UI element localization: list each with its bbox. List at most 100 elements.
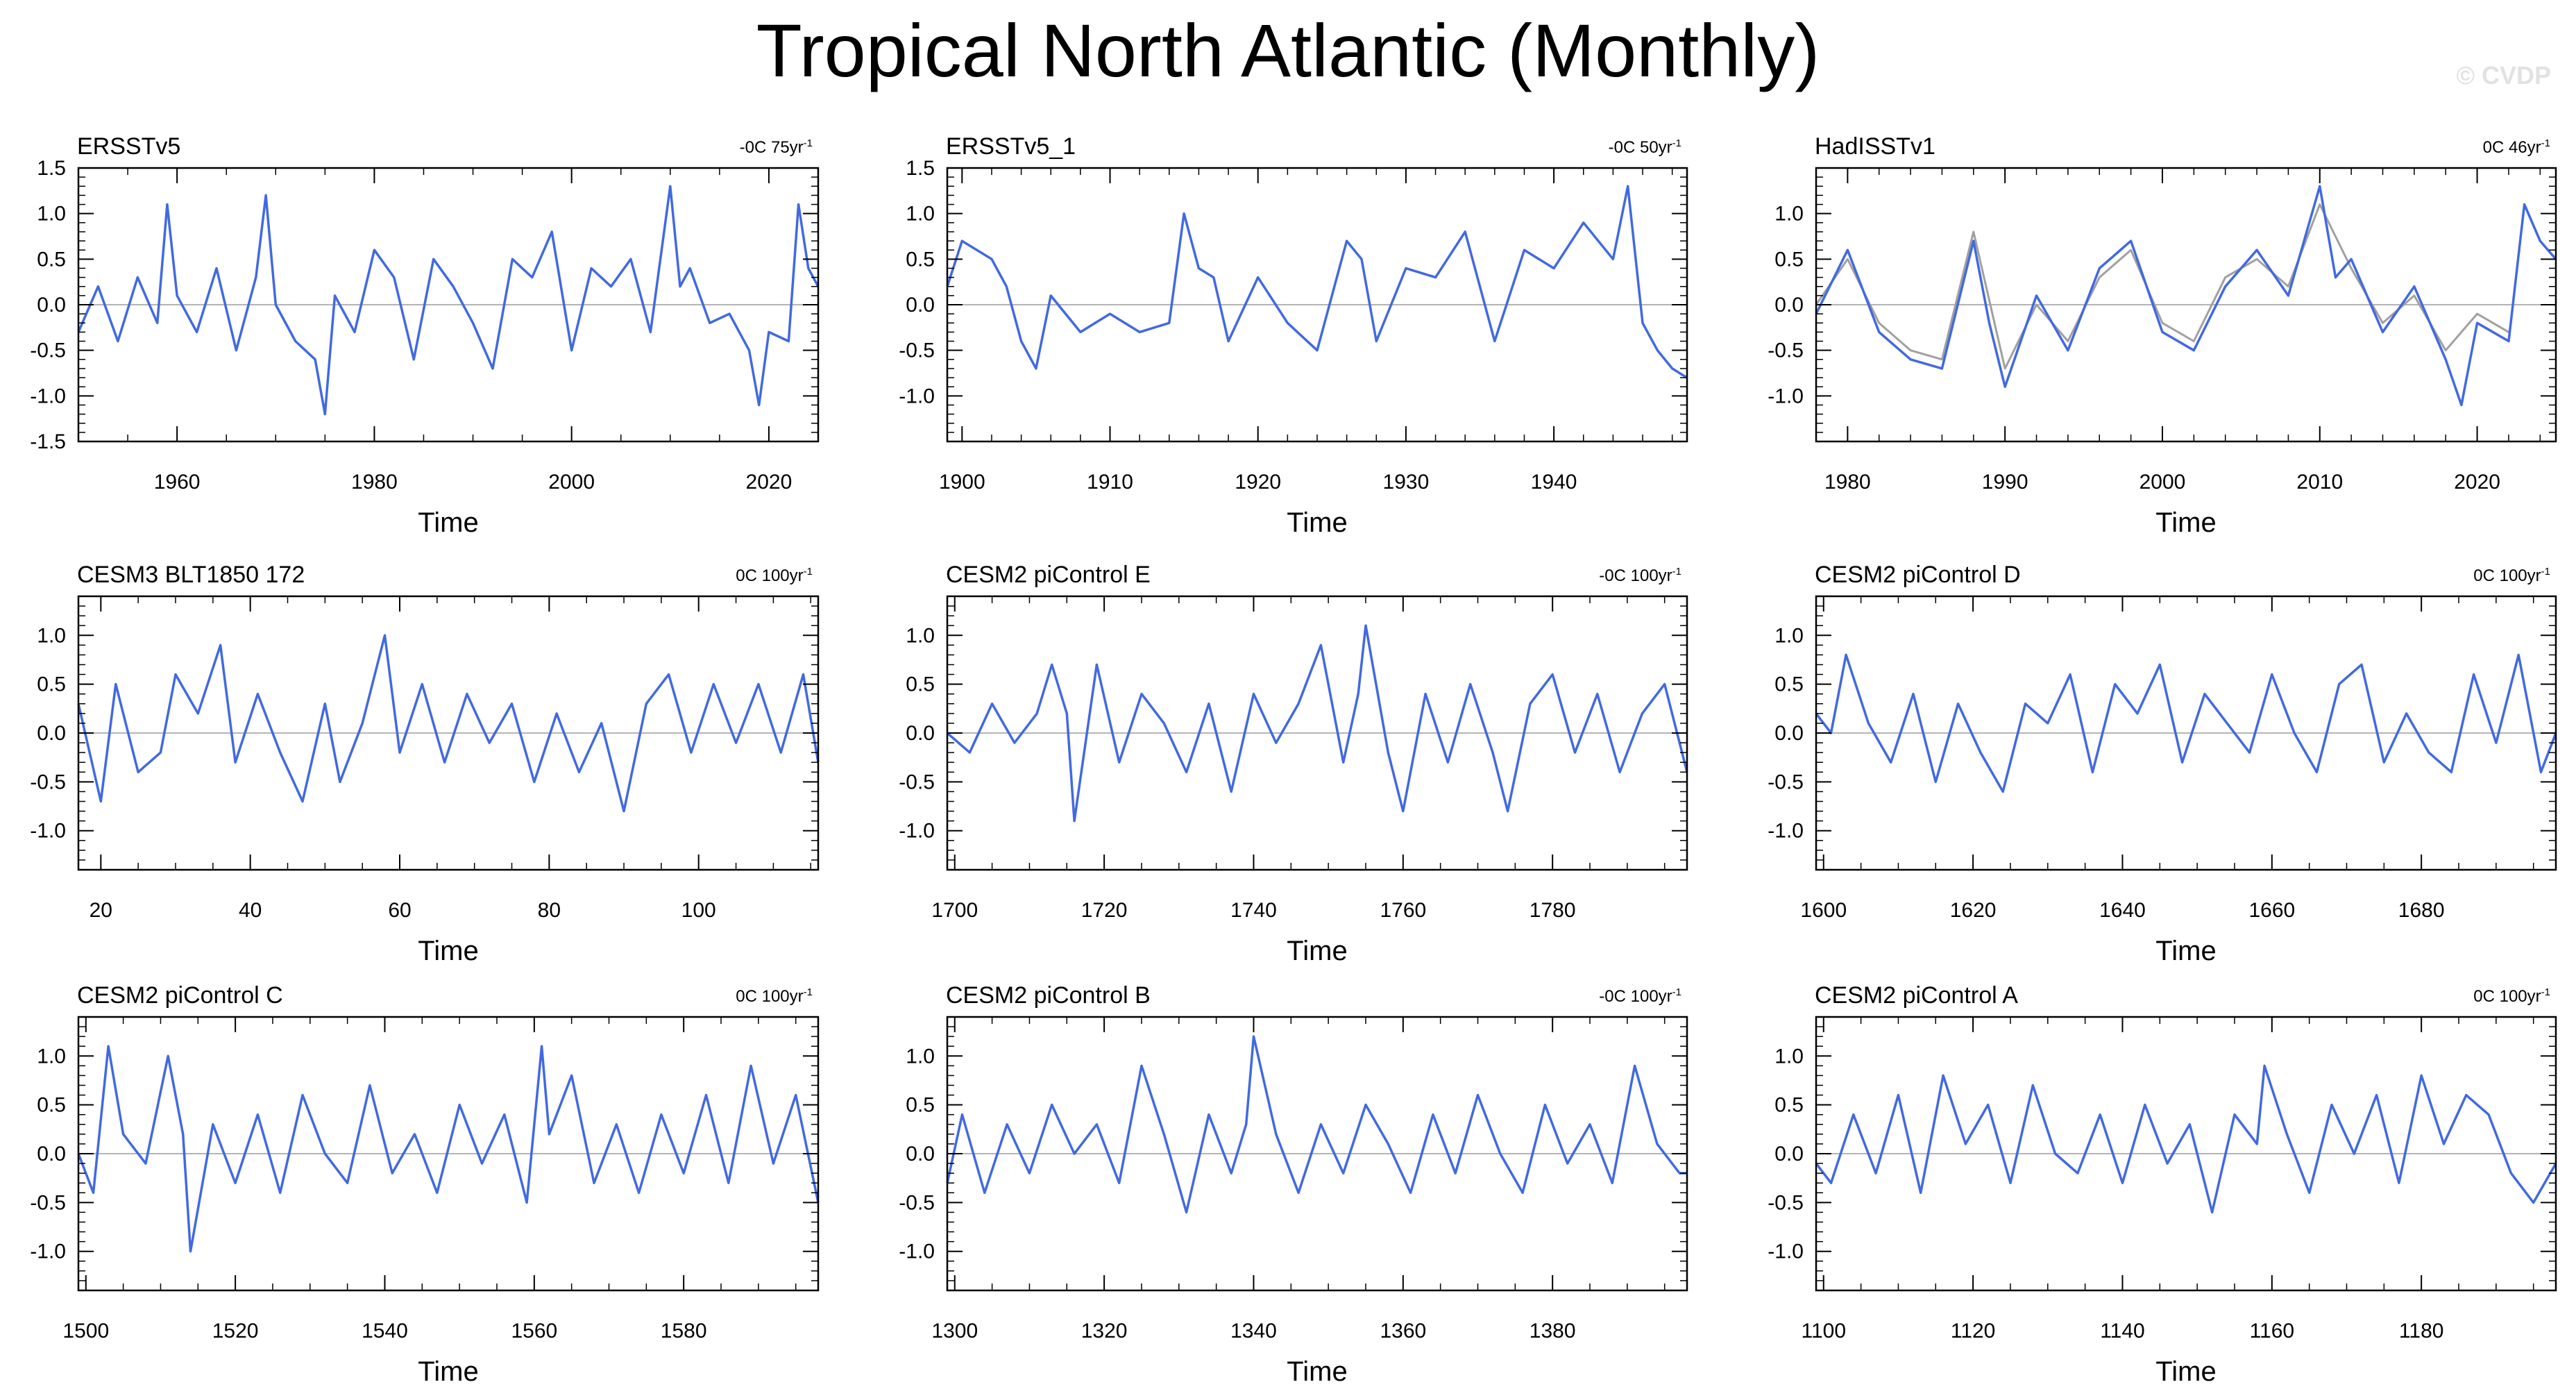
trend-label: -0C 50yr-1 [1609,137,1681,157]
x-tick-label: 1990 [1982,471,2028,494]
trend-exponent: -1 [2541,566,2550,578]
x-tick-label: 1980 [351,471,398,494]
y-tick-label: 0.5 [37,248,66,271]
y-tick-label: -0.5 [899,1191,935,1214]
y-tick-label: 0.0 [1774,722,1804,745]
x-tick-label: 100 [681,899,716,922]
x-tick-label: 2020 [746,471,793,494]
panel-6: 1500 1520 1540 1560 1580 -1.0 -0.5 0.0 0.5 1.0 CES… [30,982,820,1387]
y-tick-label: 0.5 [906,673,935,696]
x-tick-label: 80 [538,899,561,922]
y-tick-label: -0.5 [899,771,935,793]
y-tick-label: -1.5 [30,430,66,453]
y-tick-label: 0.5 [1774,248,1804,271]
y-tick-label: -1.0 [30,385,66,407]
y-tick-label: -1.0 [1768,820,1804,843]
y-tick-label: -0.5 [30,339,66,362]
x-tick-label: 1940 [1531,471,1577,494]
y-tick-label: 0.0 [1774,294,1804,317]
y-tick-label: 0.5 [37,1094,66,1117]
y-tick-label: -1.0 [899,385,935,407]
trend-label: -0C 100yr-1 [1599,986,1681,1006]
x-tick-label: 1540 [362,1320,408,1342]
x-tick-label: 1620 [1950,899,1997,922]
y-tick-label: -0.5 [1768,339,1804,362]
y-tick-label: 1.5 [37,157,66,180]
y-tick-label: 0.0 [37,294,66,317]
panel-2: 1980 1990 2000 2010 2020 -1.0 -0.5 0.0 0.5 1.0 Had… [1768,133,2557,538]
y-tick-label: 0.5 [37,673,66,696]
series-line [77,185,820,416]
y-tick-label: 1.0 [906,624,935,647]
panel-title: CESM2 piControl E [946,562,1151,588]
trend-exponent: -1 [2541,986,2550,998]
series-line [1815,1064,2557,1214]
x-tick-label: 1920 [1235,471,1281,494]
y-tick-label: -0.5 [1768,1191,1804,1214]
trend-label: 0C 46yr-1 [2483,137,2550,157]
panel-5: 1600 1620 1640 1660 1680 -1.0 -0.5 0.0 0.5 1.0 CES… [1768,562,2557,966]
y-tick-label: 1.0 [37,1045,66,1068]
panel-title: CESM2 piControl C [77,982,283,1009]
trend-label: 0C 100yr-1 [736,566,813,585]
x-tick-label: 1320 [1081,1320,1128,1342]
x-tick-label: 1520 [212,1320,259,1342]
x-tick-label: 2020 [2454,471,2500,494]
y-tick-label: 1.0 [1774,624,1804,647]
x-axis-label: Time [2155,507,2216,538]
series-line [1815,185,2557,407]
x-tick-label: 1560 [511,1320,557,1342]
x-tick-label: 1960 [154,471,201,494]
panel-1: 1900 1910 1920 1930 1940 -1.0 -0.5 0.0 0.5 1.0 1.5… [899,133,1688,538]
x-tick-label: 1100 [1802,1320,1847,1342]
x-tick-label: 1380 [1530,1320,1576,1342]
x-tick-label: 1780 [1530,899,1576,922]
series-line [946,624,1688,823]
trend-exponent: -1 [1672,566,1681,578]
y-tick-label: 0.5 [1774,1094,1804,1117]
x-tick-label: 1180 [2399,1320,2444,1342]
panel-8: 1100 1120 1140 1160 1180 -1.0 -0.5 0.0 0.5 1.0 CES… [1768,982,2557,1387]
panel-0: 1960 1980 2000 2020 -1.5 -1.0 -0.5 0.0 0.5 1.0 1.5… [30,133,820,538]
trend-label: -0C 100yr-1 [1599,566,1681,585]
watermark: © CVDP [2456,61,2551,90]
y-tick-label: -0.5 [30,771,66,793]
y-tick-label: 0.0 [906,1143,935,1165]
x-tick-label: 1300 [931,1320,978,1342]
y-tick-label: 0.5 [1774,673,1804,696]
y-tick-label: 1.0 [1774,203,1804,226]
trend-exponent: -1 [2541,137,2550,149]
y-tick-label: 0.5 [906,248,935,271]
x-tick-label: 1360 [1380,1320,1426,1342]
y-tick-label: 1.0 [1774,1045,1804,1068]
x-axis-label: Time [1287,1356,1347,1387]
y-tick-label: 0.0 [906,722,935,745]
y-tick-label: 1.0 [37,203,66,226]
trend-exponent: -1 [1672,986,1681,998]
trend-exponent: -1 [804,137,813,149]
y-tick-label: 1.0 [906,203,935,226]
figure-title: Tropical North Atlantic (Monthly) [756,8,1820,92]
trend-label: 0C 100yr-1 [2473,566,2550,585]
y-tick-label: -1.0 [899,1240,935,1263]
series-line [946,1035,1687,1214]
x-tick-label: 1900 [939,471,985,494]
x-tick-label: 1600 [1800,899,1847,922]
panel-title: ERSSTv5 [77,133,180,160]
x-tick-label: 1680 [2398,899,2445,922]
x-tick-label: 1640 [2099,899,2146,922]
trend-exponent: -1 [1672,137,1681,149]
y-tick-label: 1.5 [906,157,935,180]
y-tick-label: 0.0 [37,722,66,745]
x-tick-label: 2000 [548,471,595,494]
y-tick-label: -1.0 [1768,385,1804,407]
y-tick-label: 1.0 [37,624,66,647]
series-line [77,1045,820,1253]
x-axis-label: Time [418,1356,478,1387]
x-axis-label: Time [418,507,478,538]
x-tick-label: 1120 [1951,1320,1996,1342]
x-axis-label: Time [2155,936,2216,966]
x-tick-label: 1700 [931,899,978,922]
x-tick-label: 1340 [1230,1320,1277,1342]
y-tick-label: 0.5 [906,1094,935,1117]
